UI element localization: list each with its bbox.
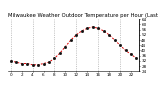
Text: Milwaukee Weather Outdoor Temperature per Hour (Last 24 Hours): Milwaukee Weather Outdoor Temperature pe… [8, 13, 160, 18]
